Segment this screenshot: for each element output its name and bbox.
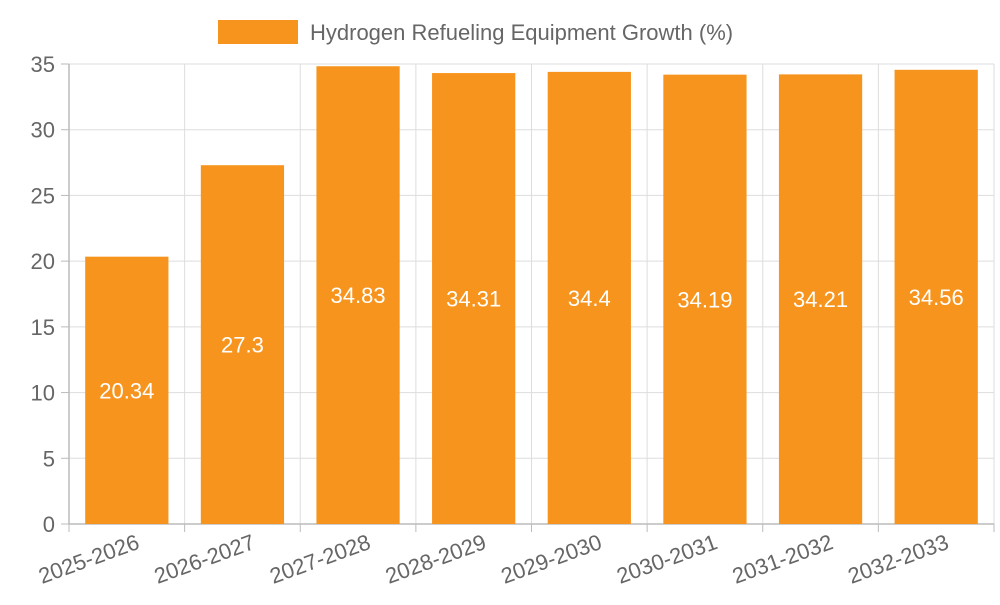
data-label: 34.31 — [446, 287, 501, 312]
data-label: 34.56 — [909, 285, 964, 310]
x-tick-label: 2031-2032 — [729, 529, 836, 588]
y-axis: 0 5 10 15 20 25 30 35 — [31, 52, 70, 537]
bar[interactable] — [432, 73, 516, 524]
y-tick-label: 5 — [43, 446, 55, 471]
x-axis: 2025-2026 2026-2027 2027-2028 2028-2029 2029… — [35, 523, 995, 589]
data-label: 34.19 — [677, 287, 732, 312]
legend-label: Hydrogen Refueling Equipment Growth (%) — [310, 20, 733, 45]
y-tick-label: 0 — [43, 512, 55, 537]
data-label: 20.34 — [99, 378, 154, 403]
data-label: 34.83 — [331, 283, 386, 308]
x-tick-label: 2026-2027 — [151, 529, 258, 588]
data-labels: 20.34 27.3 34.83 34.31 34.4 34.19 34.21 34.56 — [99, 283, 963, 403]
x-tick-label: 2027-2028 — [266, 529, 373, 588]
y-tick-label: 25 — [31, 183, 55, 208]
y-tick-label: 10 — [31, 381, 55, 406]
x-tick-label: 2030-2031 — [613, 529, 720, 588]
bars — [85, 66, 978, 524]
data-label: 27.3 — [221, 333, 264, 358]
x-tick-label: 2025-2026 — [35, 529, 142, 588]
bar[interactable] — [894, 69, 978, 524]
bar[interactable] — [85, 256, 169, 524]
bar[interactable] — [316, 66, 400, 524]
bar[interactable] — [200, 165, 285, 524]
y-tick-label: 30 — [31, 118, 55, 143]
legend[interactable]: Hydrogen Refueling Equipment Growth (%) — [218, 20, 733, 45]
x-tick-label: 2032-2033 — [844, 529, 951, 588]
y-tick-label: 35 — [31, 52, 55, 77]
data-label: 34.4 — [568, 286, 611, 311]
bar[interactable] — [663, 74, 747, 524]
x-tick-label: 2028-2029 — [382, 529, 489, 588]
data-label: 34.21 — [793, 287, 848, 312]
y-tick-label: 15 — [31, 315, 55, 340]
bar[interactable] — [547, 71, 631, 524]
legend-swatch — [218, 20, 298, 44]
bar[interactable] — [778, 74, 863, 524]
y-tick-label: 20 — [31, 249, 55, 274]
x-tick-label: 2029-2030 — [498, 529, 605, 588]
